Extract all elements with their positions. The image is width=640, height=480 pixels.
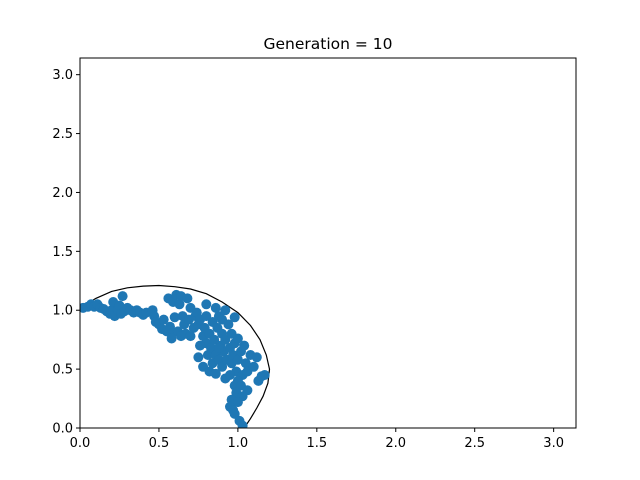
- data-point: [220, 334, 231, 345]
- data-point: [182, 293, 193, 304]
- data-point: [195, 340, 205, 351]
- data-point: [169, 312, 180, 323]
- data-point: [232, 354, 243, 365]
- data-point: [239, 340, 250, 351]
- x-tick-label: 1.0: [228, 436, 249, 451]
- y-tick-label: 1.5: [52, 245, 73, 260]
- data-point: [210, 368, 221, 379]
- y-tick-label: 0.0: [52, 422, 73, 437]
- data-point: [206, 342, 216, 353]
- data-point: [225, 370, 235, 380]
- data-point: [232, 333, 243, 344]
- plot-frame: [79, 57, 577, 429]
- data-point: [217, 361, 228, 372]
- data-point: [217, 314, 228, 325]
- data-point: [251, 352, 262, 363]
- data-point: [166, 333, 177, 344]
- x-tick-label: 3.0: [543, 436, 564, 451]
- data-point: [240, 358, 251, 369]
- y-tick-label: 1.0: [52, 304, 73, 319]
- y-tick-label: 2.5: [52, 127, 73, 142]
- data-point: [259, 370, 270, 380]
- data-point: [237, 420, 248, 428]
- data-point: [229, 408, 240, 419]
- x-tick-label: 0.0: [70, 436, 91, 451]
- chart-title: Generation = 10: [263, 35, 392, 53]
- y-tick-label: 3.0: [52, 68, 73, 83]
- data-point: [201, 299, 212, 310]
- data-point: [117, 291, 128, 302]
- data-point: [232, 397, 243, 408]
- data-point: [176, 331, 186, 342]
- data-point: [185, 331, 196, 342]
- data-point: [220, 305, 231, 316]
- y-tick-label: 0.5: [52, 363, 73, 378]
- data-point: [229, 312, 240, 323]
- data-point: [213, 342, 224, 353]
- data-point: [174, 299, 185, 310]
- y-axis: 0.0 0.5 1.0 1.5 2.0 2.5 3.0: [52, 68, 80, 437]
- x-tick-label: 2.5: [464, 436, 485, 451]
- plot-area: [80, 284, 271, 428]
- data-point: [210, 302, 221, 313]
- boundary-curve: [80, 284, 271, 428]
- data-point: [201, 311, 212, 322]
- x-tick-label: 0.5: [149, 436, 170, 451]
- x-tick-label: 2.0: [385, 436, 406, 451]
- data-point: [158, 314, 169, 325]
- data-point: [248, 361, 259, 372]
- y-tick-label: 2.0: [52, 186, 73, 201]
- x-axis: 0.0 0.5 1.0 1.5 2.0 2.5 3.0: [70, 428, 564, 451]
- data-point: [209, 334, 220, 345]
- x-tick-label: 1.5: [306, 436, 327, 451]
- data-point: [193, 352, 204, 363]
